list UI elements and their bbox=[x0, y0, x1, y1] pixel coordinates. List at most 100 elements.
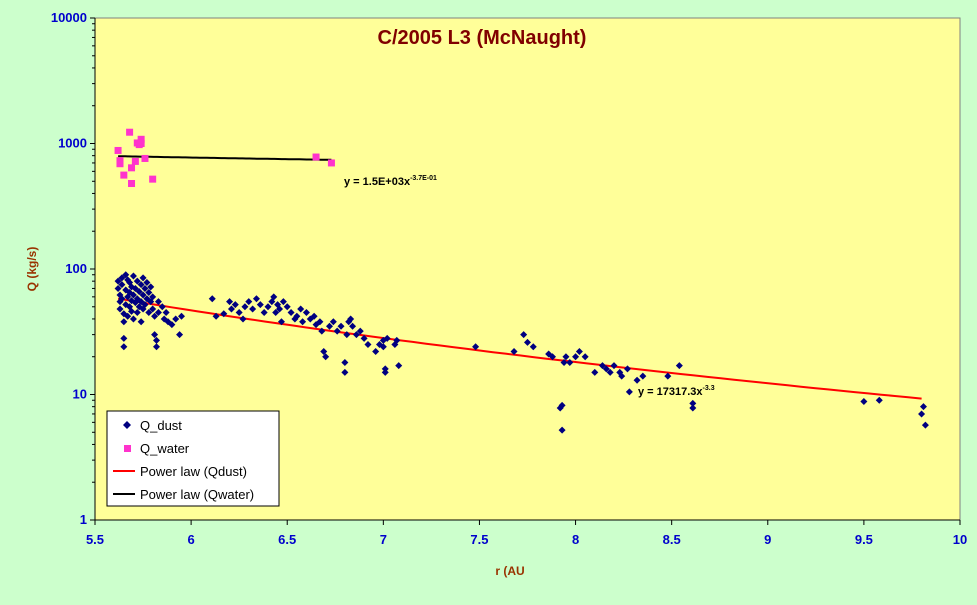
dust-point bbox=[341, 368, 349, 376]
dust-point bbox=[591, 368, 599, 376]
dust-point bbox=[153, 343, 161, 351]
water-fit-equation-exponent: -3.7E-01 bbox=[410, 175, 437, 182]
dust-point bbox=[918, 410, 926, 418]
dust-point bbox=[120, 334, 128, 342]
dust-point bbox=[235, 309, 243, 317]
dust-fit-equation: y = 17317.3x-3.3 bbox=[638, 385, 715, 398]
dust-point bbox=[381, 365, 389, 373]
dust-point bbox=[472, 343, 480, 351]
dust-point bbox=[114, 277, 122, 285]
x-tick-label: 8 bbox=[572, 532, 579, 547]
dust-point bbox=[139, 291, 147, 299]
dust-point bbox=[137, 318, 145, 326]
dust-point bbox=[162, 309, 170, 317]
dust-point bbox=[131, 284, 139, 292]
legend-label-fit-dust: Power law (Qdust) bbox=[140, 464, 247, 479]
dust-point bbox=[178, 312, 185, 320]
water-point bbox=[327, 159, 335, 167]
dust-point bbox=[145, 309, 153, 317]
legend-box bbox=[106, 410, 280, 507]
dust-point bbox=[118, 281, 126, 289]
x-tick-label: 6.5 bbox=[278, 532, 296, 547]
legend-marker-dust bbox=[123, 421, 131, 429]
y-tick-label: 100 bbox=[65, 261, 87, 276]
water-point bbox=[114, 146, 122, 154]
dust-point bbox=[633, 376, 641, 384]
dust-point bbox=[379, 343, 387, 351]
dust-point bbox=[276, 305, 284, 313]
legend-item-dust: Q_dust bbox=[123, 418, 182, 433]
dust-point bbox=[510, 348, 518, 356]
dust-point bbox=[337, 322, 345, 330]
dust-point bbox=[212, 312, 220, 320]
dust-point bbox=[566, 358, 574, 366]
water-point bbox=[141, 154, 149, 162]
dust-point bbox=[141, 301, 149, 309]
x-tick-label: 8.5 bbox=[663, 532, 681, 547]
dust-point bbox=[124, 312, 132, 320]
dust-point bbox=[558, 401, 566, 409]
dust-point bbox=[381, 368, 389, 376]
dust-point bbox=[226, 298, 234, 306]
dust-point bbox=[919, 403, 927, 411]
dust-point bbox=[310, 312, 318, 320]
dust-point bbox=[293, 312, 301, 320]
dust-point bbox=[129, 315, 137, 323]
x-tick-label: 7 bbox=[380, 532, 387, 547]
dust-point bbox=[318, 327, 326, 335]
dust-point bbox=[118, 295, 126, 303]
dust-point bbox=[256, 301, 264, 309]
y-axis-title: Q (kg/s) bbox=[25, 247, 39, 292]
dust-point bbox=[675, 362, 683, 370]
legend-label-water: Q_water bbox=[140, 441, 190, 456]
dust-point bbox=[149, 305, 157, 313]
dust-point bbox=[270, 293, 278, 301]
dust-point bbox=[151, 331, 159, 339]
dust-point bbox=[158, 303, 166, 311]
dust-point bbox=[141, 284, 149, 292]
fit-line-water bbox=[118, 155, 332, 161]
legend-item-fit-water: Power law (Qwater) bbox=[113, 487, 254, 502]
dust-point bbox=[320, 348, 328, 356]
dust-point bbox=[618, 372, 626, 380]
dust-point bbox=[277, 318, 285, 326]
water-point bbox=[312, 153, 320, 161]
dust-point bbox=[241, 303, 249, 311]
fit-line-dust bbox=[117, 297, 922, 400]
dust-point bbox=[606, 368, 614, 376]
dust-point bbox=[133, 309, 141, 317]
dust-point bbox=[664, 372, 672, 380]
dust-point bbox=[610, 362, 618, 370]
dust-point bbox=[356, 327, 364, 335]
dust-point bbox=[154, 298, 162, 306]
dust-point bbox=[383, 334, 391, 342]
dust-point bbox=[245, 298, 253, 306]
dust-point bbox=[283, 303, 291, 311]
dust-point bbox=[875, 396, 883, 404]
water-point bbox=[128, 164, 136, 172]
water-point bbox=[149, 175, 157, 183]
dust-point bbox=[264, 303, 272, 311]
y-tick-label: 10000 bbox=[51, 10, 87, 25]
dust-point bbox=[393, 336, 401, 344]
dust-point bbox=[343, 331, 351, 339]
dust-point bbox=[689, 399, 697, 407]
dust-point bbox=[575, 348, 583, 356]
dust-point bbox=[260, 309, 268, 317]
water-fit-equation: y = 1.5E+03x-3.7E-01 bbox=[344, 175, 437, 188]
dust-point bbox=[341, 358, 349, 366]
dust-point bbox=[168, 321, 176, 329]
x-tick-label: 9.5 bbox=[855, 532, 873, 547]
dust-point bbox=[689, 404, 697, 412]
dust-point bbox=[272, 309, 280, 317]
legend: Q_dust Q_water Power law (Qdust) Power l… bbox=[106, 410, 280, 507]
dust-point bbox=[208, 295, 216, 303]
dust-point bbox=[287, 309, 295, 317]
dust-point bbox=[352, 331, 360, 339]
y-tick-label: 1000 bbox=[58, 136, 87, 151]
y-tick-label: 1 bbox=[80, 512, 87, 527]
x-tick-label: 5.5 bbox=[86, 532, 104, 547]
dust-point bbox=[153, 336, 161, 344]
